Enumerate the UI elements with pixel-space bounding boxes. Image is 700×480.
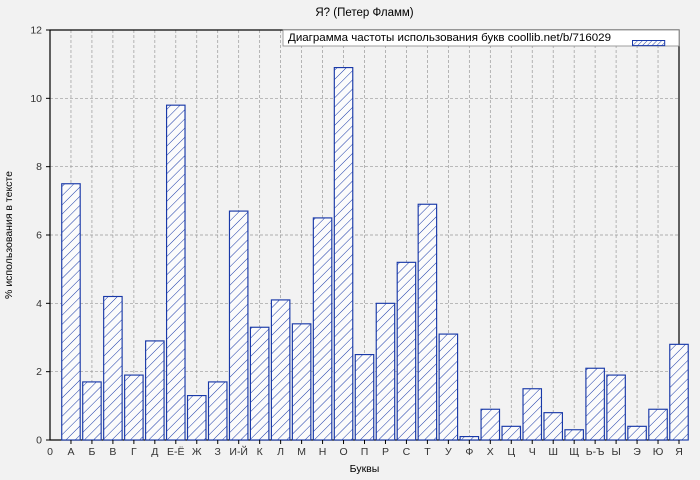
svg-text:З: З <box>215 446 221 458</box>
svg-text:Д: Д <box>151 446 158 458</box>
svg-text:12: 12 <box>30 25 42 37</box>
svg-text:У: У <box>445 446 452 458</box>
svg-text:В: В <box>109 446 116 458</box>
svg-text:0: 0 <box>36 435 42 447</box>
svg-text:Г: Г <box>131 446 137 458</box>
svg-text:0: 0 <box>47 446 53 458</box>
svg-text:Ч: Ч <box>529 446 536 458</box>
svg-text:Ж: Ж <box>192 446 202 458</box>
svg-text:П: П <box>361 446 369 458</box>
svg-text:Диаграмма частоты использовани: Диаграмма частоты использования букв coo… <box>288 32 611 44</box>
svg-text:Э: Э <box>633 446 641 458</box>
svg-text:А: А <box>67 446 74 458</box>
svg-text:% использования в тексте: % использования в тексте <box>3 171 15 299</box>
svg-text:Т: Т <box>424 446 431 458</box>
svg-text:Щ: Щ <box>569 446 579 458</box>
svg-text:Н: Н <box>319 446 327 458</box>
svg-text:Х: Х <box>487 446 494 458</box>
svg-text:Ы: Ы <box>611 446 620 458</box>
svg-text:М: М <box>297 446 306 458</box>
svg-text:Ь-Ъ: Ь-Ъ <box>586 446 605 458</box>
svg-text:2: 2 <box>36 366 42 378</box>
svg-text:Р: Р <box>382 446 389 458</box>
svg-text:Ц: Ц <box>507 446 515 458</box>
svg-text:Я: Я <box>675 446 683 458</box>
svg-text:8: 8 <box>36 161 42 173</box>
svg-text:Ю: Ю <box>653 446 664 458</box>
svg-text:Б: Б <box>88 446 95 458</box>
svg-text:Е-Ё: Е-Ё <box>167 446 185 458</box>
svg-text:Буквы: Буквы <box>350 463 380 475</box>
svg-text:Я? (Петер Фламм): Я? (Петер Фламм) <box>315 7 413 19</box>
svg-text:И-Й: И-Й <box>229 445 248 458</box>
svg-text:С: С <box>403 446 411 458</box>
svg-text:Л: Л <box>277 446 284 458</box>
svg-text:10: 10 <box>30 93 42 105</box>
svg-text:Ф: Ф <box>465 446 473 458</box>
svg-text:6: 6 <box>36 230 42 242</box>
svg-text:4: 4 <box>36 298 42 310</box>
svg-text:О: О <box>339 446 347 458</box>
svg-text:К: К <box>257 446 264 458</box>
svg-text:Ш: Ш <box>548 446 558 458</box>
